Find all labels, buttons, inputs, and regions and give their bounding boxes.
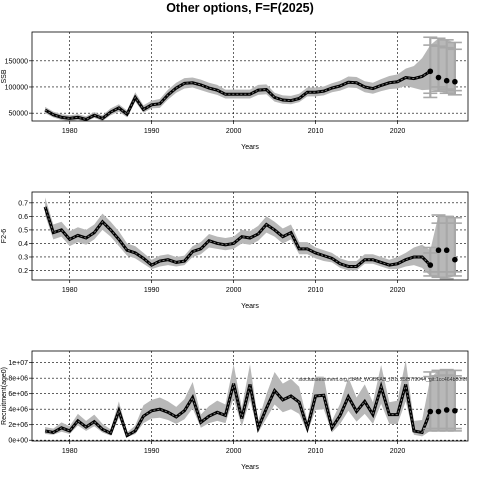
fbar-projection-point [435, 247, 442, 254]
ssb-xtick-label: 1990 [144, 128, 160, 135]
fbar-ytick-label: 0.6 [18, 214, 28, 221]
recruitment-xtick-label: 2020 [390, 448, 406, 455]
recruitment-confidence-band [45, 360, 455, 438]
recruitment-xtick-label: 1980 [62, 448, 78, 455]
fbar-ytick-label: 0.2 [18, 268, 28, 275]
ssb-ytick-label: 100000 [5, 84, 28, 91]
recruitment-projection-point [435, 408, 442, 415]
ssb-projection-point [452, 78, 458, 85]
recruitment-ytick-label: 2e+06 [8, 422, 28, 429]
recruitment-xtick-label: 2000 [226, 448, 242, 455]
ssb-ytick-label: 150000 [5, 58, 28, 65]
ssb-projection-point [435, 74, 442, 81]
recruitment-frame [31, 350, 469, 442]
fbar-xtick-label: 2020 [390, 287, 406, 294]
recruitment-median-line [44, 381, 432, 438]
ssb-yaxis-label: SSB [1, 69, 8, 83]
fbar-xtick-label: 1980 [62, 287, 78, 294]
recruitment-xtick-label: 2010 [308, 448, 324, 455]
recruitment-annotation: stockassessment.org, SAM_WGBFAS_ID1, 25f… [298, 377, 467, 383]
recruitment-ytick-label: 1e+07 [8, 360, 28, 367]
ssb-panel: 1980 1990 2000 2010 2020 50000 100000 150000 Yea… [1, 31, 469, 151]
recruitment-panel: 1980 1990 2000 2010 2020 0e+00 2e+06 4e+06 6e+06… [1, 350, 469, 471]
fbar-projection-point [427, 262, 434, 268]
ssb-projection-point [427, 68, 434, 75]
fbar-median-dash [44, 206, 431, 267]
fbar-xaxis-label: Years [241, 303, 259, 310]
recruitment-xtick-label: 1990 [144, 448, 160, 455]
ssb-confidence-band [45, 38, 455, 121]
ssb-median-dash [44, 70, 431, 120]
ssb-ytick-label: 50000 [9, 111, 29, 118]
fbar-frame [31, 191, 469, 281]
fbar-projection-point [452, 256, 458, 263]
fishing-mortality-panel: 1980 1990 2000 2010 2020 0.2 0.3 0.4 0.5 0.6 0.7 Ye… [1, 191, 469, 310]
fbar-ytick-label: 0.4 [18, 241, 28, 248]
ssb-xaxis-label: Years [241, 144, 259, 151]
ssb-median-line [44, 70, 432, 121]
fbar-plot-area [43, 197, 462, 280]
ssb-projection-point [443, 77, 450, 84]
ssb-plot-area [44, 36, 462, 121]
recruitment-ytick-label: 0e+00 [8, 438, 28, 445]
recruitment-projection-point [452, 407, 458, 414]
recruitment-projection-point [443, 407, 450, 413]
recruitment-projection-point [427, 408, 434, 415]
ssb-xtick-label: 2020 [390, 128, 406, 135]
fbar-ytick-label: 0.3 [18, 254, 28, 261]
fbar-xtick-label: 1990 [144, 287, 160, 294]
recruitment-ytick-label: 8e+06 [8, 376, 28, 383]
ssb-frame [31, 31, 469, 122]
recruitment-yaxis-label: Recruitment(age0) [1, 367, 8, 425]
recruitment-ytick-label: 4e+06 [8, 407, 28, 414]
recruitment-xaxis-label: Years [241, 464, 259, 471]
ssb-xtick-label: 2010 [308, 128, 324, 135]
fbar-ytick-label: 0.7 [18, 200, 28, 207]
ssb-xtick-label: 1980 [62, 128, 78, 135]
fbar-yaxis-label: F2-6 [1, 229, 8, 244]
fbar-projection-point [443, 247, 450, 254]
fbar-ytick-label: 0.5 [18, 227, 28, 234]
recruitment-plot-area [44, 360, 462, 438]
figure-title: Other options, F=F(2025) [166, 1, 314, 15]
recruitment-ytick-label: 6e+06 [8, 391, 28, 398]
fbar-xtick-label: 2010 [308, 287, 324, 294]
ssb-xtick-label: 2000 [226, 128, 242, 135]
fbar-xtick-label: 2000 [226, 287, 242, 294]
